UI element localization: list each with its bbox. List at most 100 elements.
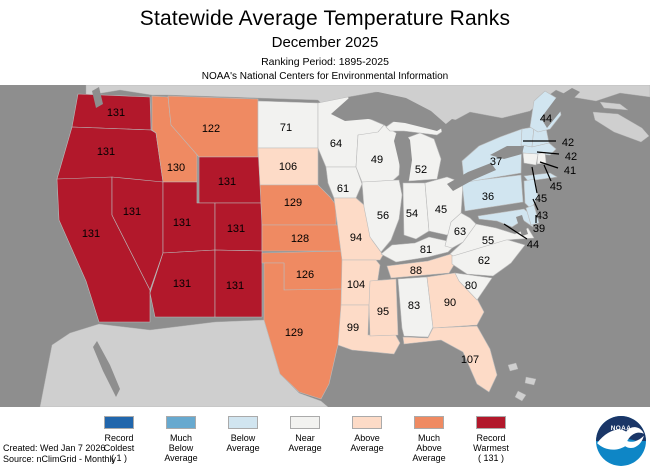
- puget-sound: [92, 87, 103, 108]
- state-rank-label-wv: 63: [454, 226, 466, 238]
- data-source: Source: nClimGrid - Monthly: [3, 454, 117, 464]
- state-rank-label-al: 83: [408, 300, 420, 312]
- state-in: [402, 182, 430, 240]
- noaa-logo-text: NOAA: [611, 425, 632, 432]
- state-la: [337, 304, 401, 355]
- state-rank-label-ok: 126: [296, 269, 314, 281]
- state-rank-label-nm: 131: [226, 280, 244, 292]
- legend-label: Near Average: [288, 433, 322, 453]
- state-rank-label-md: 44: [527, 239, 539, 251]
- nova-scotia-landmass: [592, 111, 650, 143]
- legend-item-near: Near Average: [274, 416, 336, 463]
- state-rank-label-ca: 131: [82, 228, 100, 240]
- state-rank-label-ar: 104: [347, 279, 365, 291]
- legend-swatch-below: [228, 416, 258, 429]
- state-tx: [263, 262, 349, 400]
- state-rank-label-sd: 106: [279, 161, 297, 173]
- state-rank-label-pa: 36: [482, 191, 494, 203]
- legend-swatch-record_coldest: [104, 416, 134, 429]
- state-rank-label-ct: 45: [535, 193, 547, 205]
- state-rank-label-me: 44: [540, 113, 552, 125]
- state-rank-label-ri: 45: [550, 181, 562, 193]
- legend-swatch-much_below: [166, 416, 196, 429]
- legend-label: Much Above Average: [412, 433, 446, 463]
- footer: Created: Wed Jan 7 2026 Source: nClimGri…: [0, 407, 650, 475]
- state-rank-label-ga: 90: [444, 297, 456, 309]
- bahamas-island: [524, 376, 537, 386]
- state-rank-label-ut: 131: [173, 217, 191, 229]
- state-rank-label-in: 54: [406, 208, 418, 220]
- leader-line-ma: [539, 161, 559, 169]
- legend-swatch-much_above: [414, 416, 444, 429]
- state-rank-label-ma: 41: [564, 165, 576, 177]
- state-rank-label-nv: 131: [123, 206, 141, 218]
- ranking-period: Ranking Period: 1895-2025: [261, 56, 389, 68]
- state-rank-label-la: 99: [347, 322, 359, 334]
- map-metadata: Created: Wed Jan 7 2026 Source: nClimGri…: [3, 443, 116, 465]
- legend-swatch-above: [352, 416, 382, 429]
- state-az: [149, 249, 216, 318]
- lake-ontario: [490, 146, 524, 159]
- state-sc: [454, 272, 493, 301]
- state-rank-label-nd: 71: [280, 122, 292, 134]
- state-rank-label-sc: 80: [465, 280, 477, 292]
- state-rank-label-fl: 107: [461, 354, 479, 366]
- state-ms: [368, 278, 399, 337]
- legend-item-above: Above Average: [336, 416, 398, 463]
- legend-label: Much Below Average: [164, 433, 198, 463]
- state-rank-label-va: 55: [482, 235, 494, 247]
- legend-swatch-near: [290, 416, 320, 429]
- legend-item-much_above: Much Above Average: [398, 416, 460, 463]
- legend: Record Coldest( 1 ) Much Below Average Below A…: [88, 416, 522, 463]
- state-rank-label-il: 56: [377, 210, 389, 222]
- state-rank-label-wy: 131: [218, 176, 236, 188]
- state-fl: [402, 325, 498, 393]
- state-rank-label-az: 131: [173, 278, 191, 290]
- page-subtitle: December 2025: [271, 34, 379, 51]
- legend-swatch-record_warmest: [476, 416, 506, 429]
- state-rank-label-ms: 95: [377, 306, 389, 318]
- legend-label: Above Average: [350, 433, 384, 453]
- state-rank-label-ks: 128: [291, 233, 309, 245]
- bahamas-island: [514, 390, 527, 402]
- us-rank-map: 131 131 131 131 130 122 131 131 131 131 131 71 106 12…: [0, 85, 650, 407]
- state-rank-label-nj: 43: [536, 210, 548, 222]
- noaa-logo: NOAA: [596, 416, 646, 466]
- map-canvas: 131 131 131 131 130 122 131 131 131 131 131 71 106 12…: [0, 85, 650, 407]
- lake-michigan: [394, 132, 412, 181]
- bahamas-island: [507, 362, 519, 372]
- state-rank-label-tn: 88: [410, 265, 422, 277]
- leader-line-nh: [536, 151, 560, 155]
- state-nm: [214, 249, 263, 318]
- state-rank-label-ny: 37: [490, 156, 502, 168]
- lake-erie: [447, 163, 496, 191]
- state-rank-label-ia: 61: [337, 183, 349, 195]
- state-rank-label-nc: 62: [478, 255, 490, 267]
- leader-line-ri: [543, 164, 552, 182]
- prince-edward-island: [599, 101, 629, 111]
- state-rank-label-mo: 94: [350, 232, 362, 244]
- legend-item-much_below: Much Below Average: [150, 416, 212, 463]
- state-il: [361, 179, 403, 253]
- state-rank-label-vt: 42: [562, 137, 574, 149]
- legend-item-record_warmest: Record Warmest( 131 ): [460, 416, 522, 463]
- state-rank-label-co: 131: [227, 223, 245, 235]
- legend-label: Record Coldest( 1 ): [103, 433, 135, 463]
- organization: NOAA's National Centers for Environmenta…: [201, 71, 449, 82]
- state-pa: [461, 174, 524, 212]
- legend-item-record_coldest: Record Coldest( 1 ): [88, 416, 150, 463]
- page-title: Statewide Average Temperature Ranks: [139, 7, 511, 30]
- lake-superior: [331, 92, 447, 131]
- created-date: Created: Wed Jan 7 2026: [3, 443, 106, 453]
- state-rank-label-mn: 64: [330, 138, 342, 150]
- leader-line-md: [503, 223, 528, 240]
- state-rank-label-mt: 122: [202, 123, 220, 135]
- state-rank-label-de: 39: [533, 223, 545, 235]
- state-rank-label-ky: 81: [420, 244, 432, 256]
- state-rank-label-or: 131: [97, 146, 115, 158]
- header: Statewide Average Temperature Ranks Dece…: [0, 0, 650, 85]
- legend-label: Record Warmest( 131 ): [473, 433, 509, 463]
- state-rank-label-wa: 131: [107, 107, 125, 119]
- leader-line-ct: [531, 166, 538, 194]
- st-lawrence-river: [541, 88, 580, 128]
